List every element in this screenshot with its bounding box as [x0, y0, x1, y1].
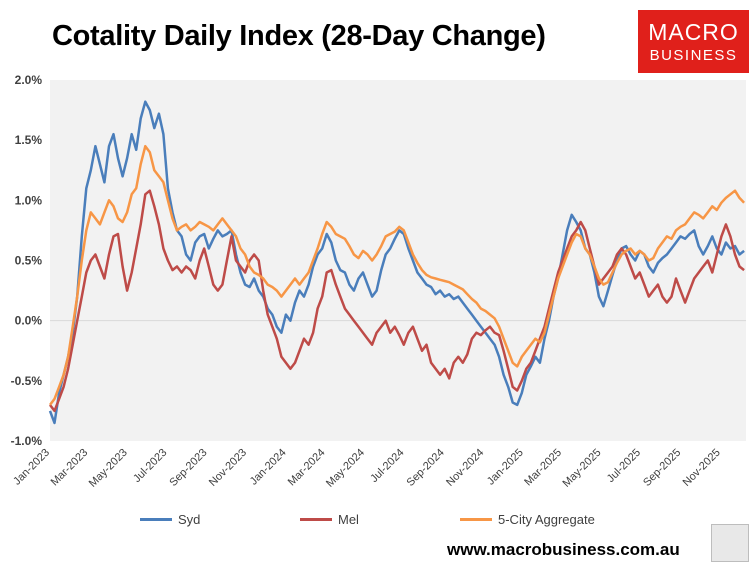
series-line-mel: [49, 189, 745, 413]
x-tick-label: Nov-2023: [207, 447, 249, 489]
wolf-logo-icon: [711, 524, 749, 562]
y-tick-label: 2.0%: [15, 73, 43, 87]
y-tick-label: 1.0%: [15, 193, 43, 207]
y-tick-label: -1.0%: [11, 434, 43, 448]
y-axis: 2.0% 1.5% 1.0% 0.5% 0.0% -0.5% -1.0%: [11, 73, 43, 448]
logo-line-1: MACRO: [648, 18, 739, 45]
x-tick-label: Mar-2023: [49, 447, 91, 489]
legend-item-mel: Mel: [300, 512, 359, 527]
y-tick-label: 0.5%: [15, 254, 43, 268]
series-layer: [48, 100, 746, 425]
legend-label-syd: Syd: [178, 512, 201, 527]
x-tick-label: Jul-2023: [131, 447, 169, 485]
series-line-aggregate: [49, 144, 746, 406]
legend-label-aggregate: 5-City Aggregate: [498, 512, 595, 527]
x-tick-label: Sep-2023: [167, 447, 209, 489]
plot-area: [50, 80, 746, 441]
legend-item-aggregate: 5-City Aggregate: [460, 512, 595, 527]
x-tick-label: Jan-2023: [11, 447, 52, 488]
legend-swatch-aggregate: [460, 518, 492, 521]
x-tick-label: Sep-2024: [405, 447, 447, 489]
legend-swatch-syd: [140, 518, 172, 521]
legend-label-mel: Mel: [338, 512, 359, 527]
x-tick-label: Jan-2024: [248, 447, 289, 488]
legend: Syd Mel 5-City Aggregate: [0, 512, 754, 530]
y-tick-label: -0.5%: [11, 374, 43, 388]
logo-line-2: BUSINESS: [649, 46, 738, 64]
y-tick-label: 1.5%: [15, 133, 43, 147]
website-link[interactable]: www.macrobusiness.com.au: [447, 540, 680, 559]
legend-item-syd: Syd: [140, 512, 200, 527]
x-tick-label: Nov-2024: [444, 447, 486, 489]
x-tick-label: Jul-2024: [368, 447, 406, 485]
x-tick-label: Jul-2025: [605, 447, 643, 485]
x-tick-label: May-2023: [87, 447, 130, 490]
x-tick-label: Mar-2024: [286, 447, 328, 489]
x-tick-label: May-2025: [561, 447, 604, 490]
chart-title: Cotality Daily Index (28-Day Change): [52, 20, 546, 52]
x-tick-label: Sep-2025: [641, 447, 683, 489]
y-tick-label: 0.0%: [15, 314, 43, 328]
x-tick-label: Jan-2025: [485, 447, 526, 488]
macro-business-logo: MACRO BUSINESS: [638, 10, 749, 73]
legend-swatch-mel: [300, 518, 332, 521]
x-tick-label: Nov-2025: [681, 447, 723, 489]
x-tick-label: May-2024: [324, 447, 367, 490]
x-tick-label: Mar-2025: [522, 447, 564, 489]
